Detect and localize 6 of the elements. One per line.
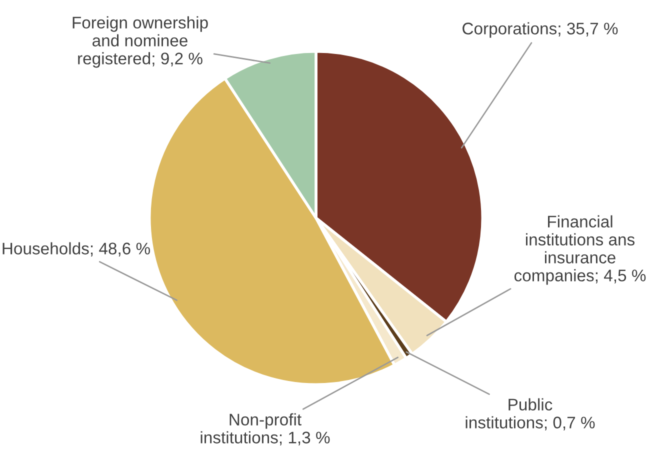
slice-label: Households; 48,6 % [2,242,150,256]
slice-label: Public institutions; 0,7 % [466,398,595,430]
slice-label: Corporations; 35,7 % [462,22,618,38]
slice-label: Financial institutions ans insurance companies; 4,5 % [514,215,646,285]
slice-label: Non-profit institutions; 1,3 % [200,413,330,446]
slice-label: Foreign ownership and nominee registered; 9,2 % [72,16,208,68]
